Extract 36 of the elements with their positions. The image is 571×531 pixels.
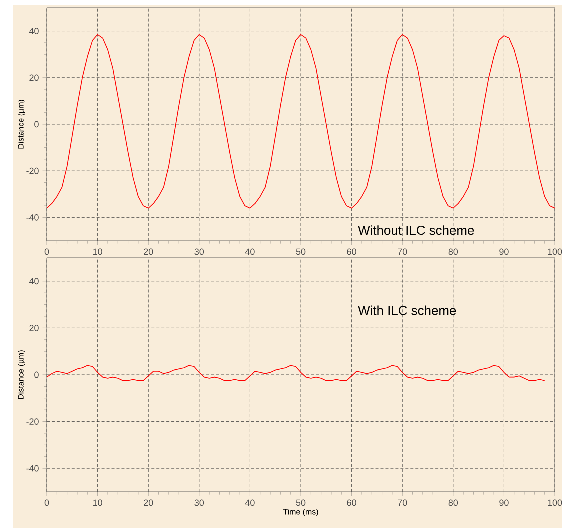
y-tick-label: 0 — [34, 372, 39, 378]
y-tick-label: -20 — [26, 168, 39, 174]
annotation: With ILC scheme — [358, 306, 456, 316]
x-tick-label: 100 — [548, 248, 562, 256]
x-tick-label: 80 — [448, 248, 458, 256]
x-tick-label: 60 — [347, 500, 356, 506]
line-series — [47, 365, 546, 382]
x-tick-label: 90 — [500, 248, 509, 256]
x-tick-label: 90 — [500, 500, 509, 506]
x-tick-label: 10 — [94, 500, 102, 506]
y-tick-label: -40 — [26, 465, 39, 472]
y-tick-label: 0 — [34, 121, 39, 128]
x-tick-label: 100 — [548, 500, 562, 506]
y-tick-label: 40 — [29, 278, 39, 285]
y-tick-label: 20 — [30, 74, 39, 82]
x-tick-label: 20 — [144, 248, 154, 256]
x-tick-label: 20 — [144, 500, 154, 506]
y-tick-label: -40 — [26, 214, 39, 221]
x-tick-label: 60 — [347, 248, 356, 256]
line-series — [47, 34, 556, 209]
y-tick-label: -20 — [26, 418, 39, 425]
x-tick-label: 10 — [94, 248, 102, 256]
x-tick-label: 70 — [398, 500, 408, 506]
x-tick-label: 30 — [194, 248, 204, 256]
x-tick-label: 80 — [448, 500, 458, 506]
x-tick-label: 50 — [296, 248, 306, 256]
x-tick-label: 40 — [245, 500, 255, 506]
x-tick-label: 30 — [194, 500, 204, 506]
y-tick-label: 20 — [30, 325, 39, 332]
annotation: Without ILC scheme — [358, 226, 474, 236]
x-tick-label: 70 — [398, 248, 408, 256]
x-tick-label: 0 — [44, 500, 50, 506]
x-tick-label: 0 — [44, 248, 50, 256]
x-tick-label: 50 — [296, 500, 306, 506]
y-tick-label: 40 — [29, 28, 39, 34]
x-tick-label: 40 — [245, 248, 255, 256]
